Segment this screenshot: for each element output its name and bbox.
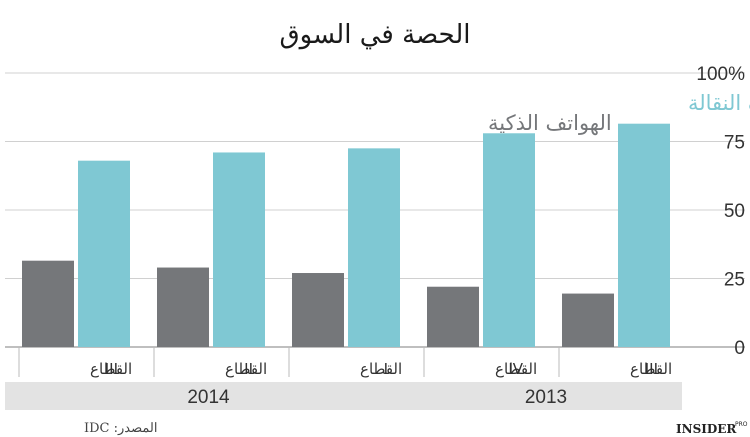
brand-logo-text: INSIDER — [676, 422, 737, 436]
legend-smartphones: الهواتف الذكية — [488, 111, 612, 135]
bar-mobile-phones — [213, 152, 265, 347]
year-band — [5, 382, 412, 410]
bar-smartphones — [562, 293, 614, 347]
year-band — [410, 382, 682, 410]
bar-smartphones — [427, 286, 479, 347]
bar-smartphones — [22, 260, 74, 347]
legend-mobile-phones: الهواتف النقالة — [688, 91, 750, 115]
category-word: القطاع — [225, 360, 267, 378]
category-numeral: III — [645, 360, 658, 378]
brand-logo-sup: PRO — [735, 421, 748, 428]
y-tick-label: 25 — [724, 270, 745, 291]
category-numeral: I — [384, 360, 388, 378]
category-word: القطاع — [360, 360, 402, 378]
bar-mobile-phones — [348, 148, 400, 347]
category-word: القطاع — [495, 360, 537, 378]
y-tick-label: 75 — [724, 133, 745, 154]
bar-smartphones — [157, 267, 209, 347]
y-tick-label: 50 — [724, 201, 745, 222]
bar-mobile-phones — [78, 160, 130, 347]
source-note: المصدر: IDC — [84, 421, 158, 436]
category-numeral: III — [105, 360, 118, 378]
bar-mobile-phones — [483, 133, 535, 347]
chart-title: الحصة في السوق — [280, 20, 471, 50]
category-word: القطاع — [90, 360, 132, 378]
y-tick-label: 0 — [734, 338, 745, 359]
y-tick-label: 100% — [696, 64, 745, 85]
bars — [22, 123, 670, 347]
year-label: 2014 — [187, 387, 230, 408]
category-numeral: IV — [508, 360, 523, 378]
category-numeral: II — [244, 360, 253, 378]
category-word: القطاع — [630, 360, 672, 378]
bar-mobile-phones — [618, 123, 670, 347]
y-axis-ticks: 0 25 50 75 100% — [696, 64, 745, 359]
year-label: 2013 — [525, 387, 567, 408]
bar-smartphones — [292, 273, 344, 347]
year-bands: 2014 2013 — [5, 382, 682, 410]
